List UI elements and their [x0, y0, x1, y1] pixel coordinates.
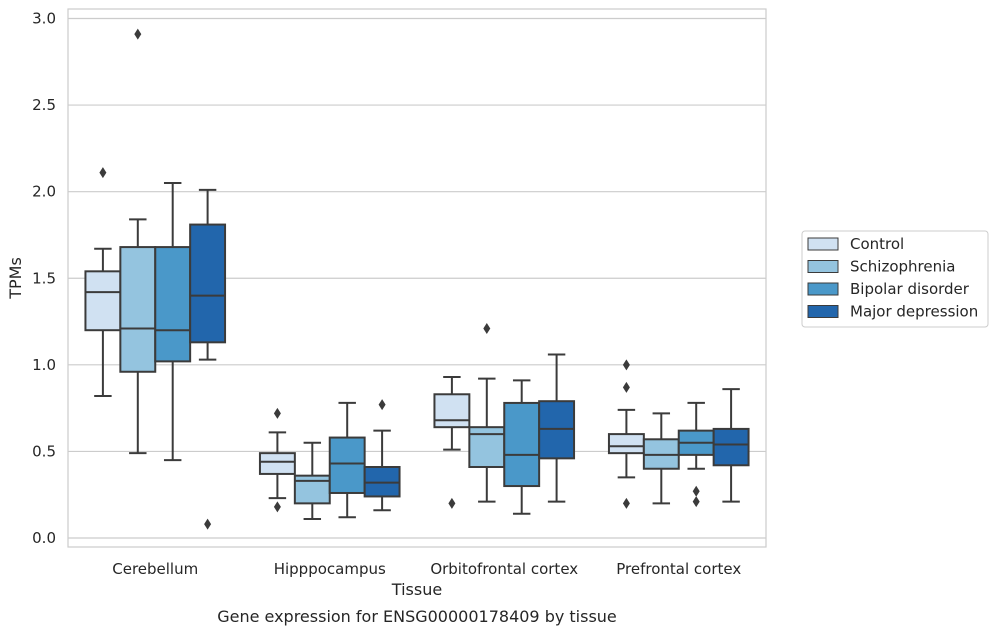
outlier-point — [622, 497, 630, 509]
chart-caption: Gene expression for ENSG00000178409 by t… — [217, 607, 617, 626]
box-control — [607, 359, 645, 509]
outlier-point — [692, 485, 700, 497]
outlier-point — [692, 496, 700, 508]
outlier-point — [134, 28, 142, 40]
outlier-point — [483, 322, 491, 334]
iqr-box — [607, 433, 645, 455]
box-schizophrenia — [293, 441, 331, 520]
iqr-box — [84, 270, 122, 332]
iqr-box — [433, 393, 471, 429]
x-axis-ticks: Cerebellum Hipppocampus Orbitofrontal cort… — [112, 560, 741, 578]
box-major-depression — [189, 188, 227, 530]
iqr-box — [189, 223, 227, 344]
iqr-box — [293, 474, 331, 505]
y-tick-label: 0.0 — [32, 529, 56, 547]
y-axis-label: TPMs — [6, 257, 25, 300]
y-tick-label: 2.0 — [32, 183, 56, 201]
box-bipolar-disorder — [677, 401, 715, 508]
iqr-box — [258, 452, 296, 475]
y-tick-label: 1.5 — [32, 269, 56, 287]
box-bipolar-disorder — [328, 401, 366, 519]
y-tick-label: 1.0 — [32, 356, 56, 374]
y-tick-label: 3.0 — [32, 10, 56, 28]
legend: Control Schizophrenia Bipolar disorder Majo… — [801, 230, 989, 328]
iqr-box — [119, 246, 157, 373]
legend-swatch — [807, 305, 839, 318]
iqr-box — [328, 436, 366, 494]
box-control — [433, 375, 471, 509]
y-axis-ticks: 0.0 0.5 1.0 1.5 2.0 2.5 3.0 — [32, 10, 56, 548]
box-major-depression — [363, 399, 401, 512]
iqr-box — [154, 246, 192, 363]
outlier-point — [273, 501, 281, 513]
outlier-point — [622, 381, 630, 393]
legend-label: Control — [850, 235, 904, 253]
legend-label: Bipolar disorder — [850, 280, 970, 298]
iqr-box — [503, 401, 541, 488]
box-control — [84, 167, 122, 398]
box-schizophrenia — [119, 28, 157, 455]
x-tick-label: Prefrontal cortex — [616, 560, 741, 578]
outlier-point — [378, 399, 386, 411]
plot-frame — [67, 8, 767, 548]
y-tick-label: 0.5 — [32, 442, 56, 460]
box-major-depression — [712, 388, 750, 503]
legend-swatch — [807, 260, 839, 273]
x-axis-label: Tissue — [391, 580, 442, 599]
legend-label: Major depression — [850, 303, 978, 321]
outlier-point — [622, 359, 630, 371]
legend-label: Schizophrenia — [850, 258, 955, 276]
box-major-depression — [538, 353, 576, 503]
box-control — [258, 407, 296, 513]
box-series — [84, 28, 750, 530]
outlier-point — [448, 497, 456, 509]
outlier-point — [273, 407, 281, 419]
x-tick-label: Hipppocampus — [274, 560, 386, 578]
legend-swatch — [807, 282, 839, 296]
legend-frame — [801, 230, 989, 328]
box-schizophrenia — [642, 412, 680, 505]
outlier-point — [99, 167, 107, 179]
x-tick-label: Orbitofrontal cortex — [430, 560, 578, 578]
iqr-box — [712, 427, 750, 467]
outlier-point — [204, 518, 212, 530]
x-tick-label: Cerebellum — [112, 560, 198, 578]
legend-swatch — [807, 237, 839, 251]
y-tick-label: 2.5 — [32, 96, 56, 114]
